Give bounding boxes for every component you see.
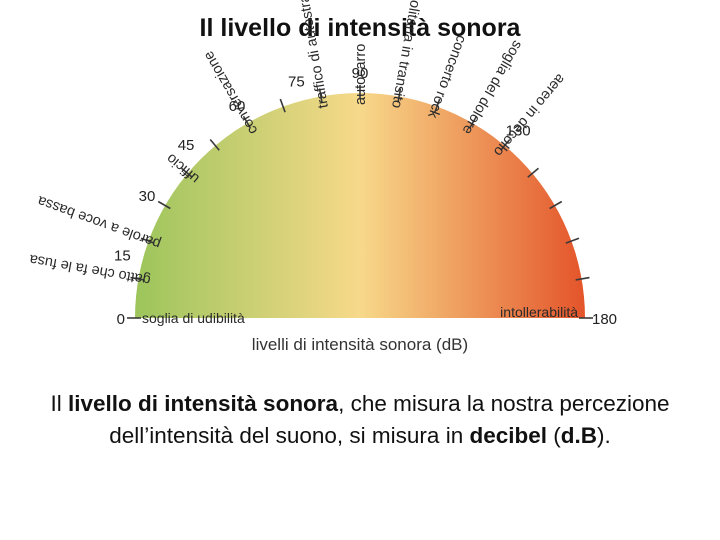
source-label-traffico-di-autostrada: traffico di autostrada: [293, 0, 332, 109]
gauge-tick-130: [500, 138, 511, 151]
gauge-tick-160: [565, 237, 580, 244]
slide-title: Il livello di intensità sonora: [199, 14, 521, 42]
gauge-tick-140: [527, 167, 540, 178]
gauge-tick-170: [575, 276, 590, 281]
gauge-scale-label-60: 60: [229, 98, 246, 115]
gauge-tick-50: [209, 138, 220, 151]
caption-text-3: (: [546, 423, 561, 448]
caption-bold-unit: decibel: [469, 423, 547, 448]
gauge-scale-label-0: 0: [117, 311, 125, 328]
sound-intensity-gauge: 0 15 30 45 60 75 90 130 180 soglia di udibilità g…: [27, 0, 617, 354]
caption-text-2: , che misura la nostra percezione dell’i…: [109, 391, 670, 448]
gauge-tick-70: [279, 98, 286, 113]
gauge-tick-30: [157, 200, 171, 210]
gauge-tick-20: [140, 237, 155, 244]
caption-text-1: Il: [50, 391, 69, 416]
gauge-scale-label-90: 90: [352, 65, 369, 82]
gauge-tick-80: [318, 88, 323, 103]
gauge-tick-100: [397, 88, 402, 103]
source-label-concerto-rock: concerto rock: [424, 33, 469, 121]
gauge-tick-150: [549, 200, 563, 210]
gauge-fan: [135, 93, 585, 318]
gauge-scale-label-180: 180: [592, 311, 617, 328]
gauge-tick-10: [130, 276, 145, 281]
source-label-metropolitana-in-transito: metropolitana in transito: [388, 0, 431, 109]
caption-text-4: ).: [596, 423, 611, 448]
caption: Il livello di intensità sonora, che misu…: [30, 388, 690, 452]
source-label-soglia-di-udibilita: soglia di udibilità: [142, 310, 245, 326]
source-label-conversazione: conversazione: [201, 48, 262, 137]
gauge-tick-120: [468, 115, 478, 129]
gauge-tick-110: [434, 98, 441, 113]
caption-bold-term: livello di intensità sonora: [68, 391, 339, 416]
gauge-scale-label-30: 30: [139, 188, 156, 205]
gauge-scale-label-75: 75: [288, 73, 305, 90]
source-label-gatto-che-fa-le-fusa: gatto che fa le fusa: [27, 251, 151, 288]
source-label-autocarro: autocarro: [353, 44, 369, 105]
caption-bold-symbol: d.B: [560, 423, 597, 448]
gauge-tick-60: [242, 115, 252, 129]
gauge-scale-label-130: 130: [506, 123, 531, 140]
source-label-intollerabilita: intollerabilità: [500, 304, 578, 320]
gauge-tick-40: [180, 167, 193, 178]
gauge-scale-label-15: 15: [114, 247, 131, 264]
gauge-axis-title: livelli di intensità sonora (dB): [252, 335, 468, 354]
gauge-scale-label-45: 45: [178, 137, 195, 154]
